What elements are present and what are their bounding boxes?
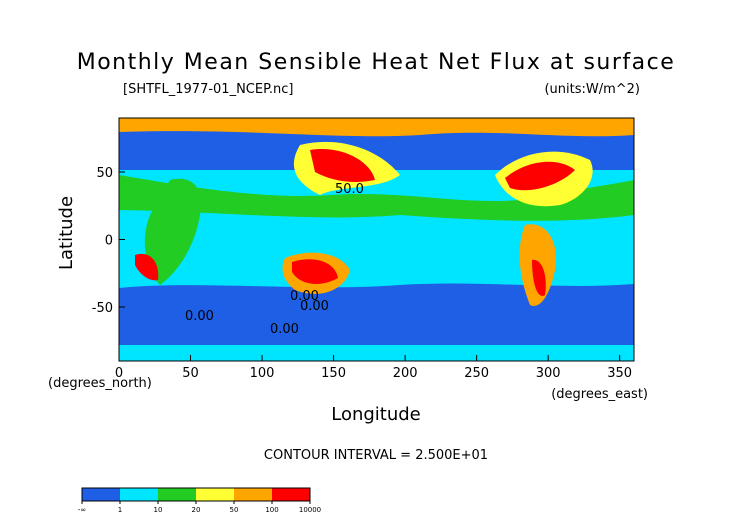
x-tick-label: 100 [250,366,275,381]
units-label: (units:W/m^2) [544,82,640,97]
x-axis-label: Longitude [331,404,421,425]
x-tick-label: 350 [607,366,632,381]
antarctic-band [119,345,634,361]
x-tick-label: 250 [464,366,489,381]
colorbar: -∞ 1 10 20 50 100 10000 [78,487,321,514]
colorbar-label: 1 [118,506,122,514]
colorbar-swatch [158,488,196,501]
colorbar-label: 20 [192,506,201,514]
chart-title: Monthly Mean Sensible Heat Net Flux at s… [77,50,676,75]
namerica-core [505,161,575,191]
tropical-band [119,175,634,221]
y-axis-label: Latitude [56,196,77,270]
south-band [119,283,634,361]
x-tick-label: 150 [321,366,346,381]
colorbar-label: -∞ [78,506,86,514]
colorbar-swatch [234,488,272,501]
x-tick-label: 300 [536,366,561,381]
colorbar-swatch [272,488,310,501]
file-label: [SHTFL_1977-01_NCEP.nc] [123,82,294,97]
x-tick-label: 0 [115,366,123,381]
colorbar-label: 10 [154,506,163,514]
y-tick-label: -50 [92,301,113,316]
colorbar-label: 50 [230,506,239,514]
y-ticks: 50 0 -50 [92,166,125,316]
plot-area: 50.0 0.00 0.00 0.00 0.00 [119,118,634,361]
x-tick-label: 50 [182,366,199,381]
colorbar-swatch [196,488,234,501]
arctic-region [119,118,634,137]
y-tick-label: 0 [105,234,113,249]
colorbar-swatch [120,488,158,501]
x-ticks: 0 50 100 150 200 250 300 350 [115,355,632,381]
contour-label-0a: 0.00 [290,289,319,304]
contour-label-0d: 0.00 [270,322,299,337]
colorbar-label: 100 [265,506,278,514]
x-unit-label: (degrees_east) [551,387,648,402]
y-tick-label: 50 [96,166,113,181]
x-tick-label: 200 [393,366,418,381]
y-unit-label: (degrees_north) [48,376,152,391]
colorbar-label: 10000 [299,506,321,514]
contour-label-50: 50.0 [335,182,364,197]
contour-label-0c: 0.00 [185,309,214,324]
samerica-core [532,259,546,296]
australia-core [292,259,338,284]
contour-interval-label: CONTOUR INTERVAL = 2.500E+01 [264,448,488,463]
africa-region [144,178,201,285]
contour-label-0b: 0.00 [300,299,329,314]
africa-core [135,253,159,281]
colorbar-swatch [82,488,120,501]
eurasia-core [310,149,375,183]
